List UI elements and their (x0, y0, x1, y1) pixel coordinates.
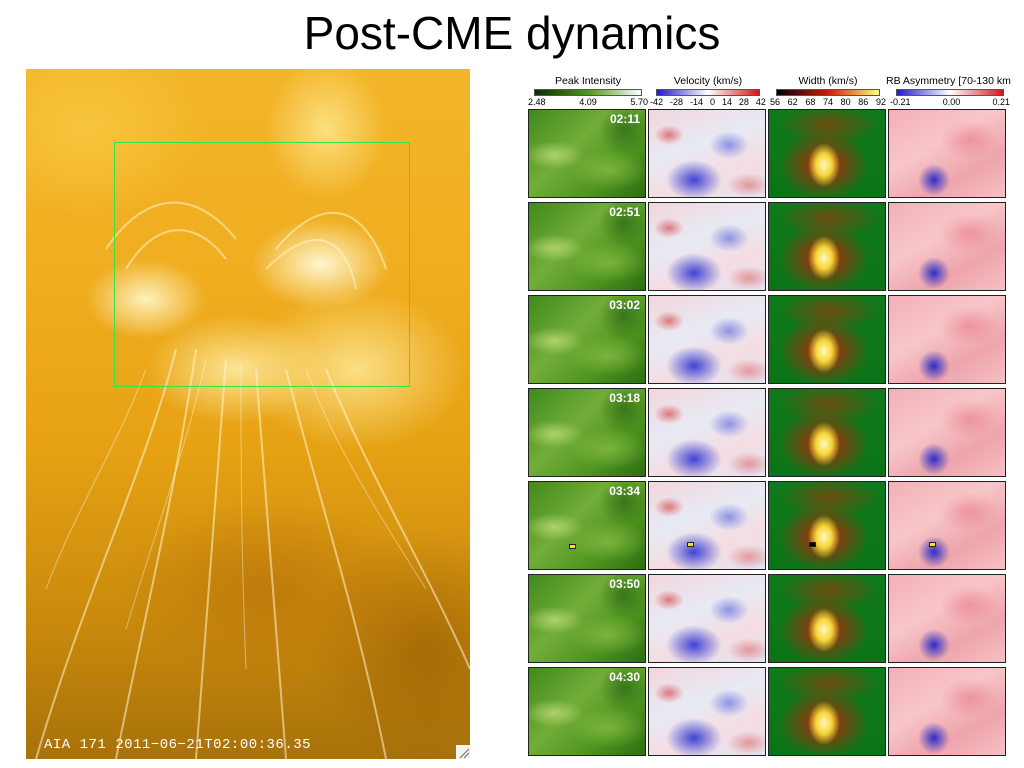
tick-label: 92 (875, 97, 886, 107)
tick-label: 14 (721, 97, 732, 107)
width-map (768, 667, 886, 756)
map-row: 04:30 (528, 667, 1024, 756)
tick-label: 0 (709, 97, 715, 107)
map-row: 03:02 (528, 295, 1024, 384)
map-row: 02:51 (528, 202, 1024, 291)
peak-intensity-map: 02:51 (528, 202, 646, 291)
location-marker (929, 542, 936, 547)
width-map (768, 388, 886, 477)
tick-label: 0.00 (942, 97, 961, 107)
velocity-map (648, 667, 766, 756)
width-map (768, 481, 886, 570)
rb-asymmetry-map (888, 574, 1006, 663)
tick-label: 74 (822, 97, 833, 107)
colorbar-width: Width (km/s) 56 62 68 74 80 86 92 (770, 72, 886, 110)
tick-label: 56 (770, 97, 781, 107)
rb-asymmetry-map (888, 481, 1006, 570)
velocity-map (648, 202, 766, 291)
tick-label: 5.70 (630, 97, 648, 107)
tick-label: -14 (689, 97, 703, 107)
width-map (768, 295, 886, 384)
width-map (768, 202, 886, 291)
colorbar-velocity: Velocity (km/s) -42 -28 -14 0 14 28 42 (650, 72, 766, 110)
rb-asymmetry-map (888, 202, 1006, 291)
velocity-map (648, 388, 766, 477)
peak-intensity-map: 03:50 (528, 574, 646, 663)
tick-label: 62 (787, 97, 798, 107)
tick-label: 0.21 (992, 97, 1010, 107)
map-row: 03:18 (528, 388, 1024, 477)
region-of-interest-box (114, 142, 410, 387)
colorbar-gradient (534, 89, 642, 96)
velocity-map (648, 481, 766, 570)
tick-label: 28 (738, 97, 749, 107)
aia-caption: AIA 171 2011−06−21T02:00:36.35 (44, 737, 312, 753)
colorbar-gradient (776, 89, 880, 96)
colorbar-title: Peak Intensity (555, 75, 621, 87)
peak-intensity-map: 04:30 (528, 667, 646, 756)
tick-label: -28 (669, 97, 683, 107)
location-marker (687, 542, 694, 547)
colorbar-title: RB Asymmetry [70-130 km (886, 75, 1011, 87)
peak-intensity-map: 02:11 (528, 109, 646, 198)
timestamp: 02:51 (609, 205, 640, 219)
colorbar-title: Width (km/s) (798, 75, 858, 87)
rb-asymmetry-map (888, 388, 1006, 477)
colorbar-ticks: -0.21 0.00 0.21 (890, 97, 1010, 107)
tick-label: -42 (650, 97, 664, 107)
coronal-loops-overlay (35, 201, 470, 759)
tick-label: 4.09 (579, 97, 597, 107)
colorbar-title: Velocity (km/s) (673, 75, 743, 87)
slide-title: Post-CME dynamics (303, 7, 721, 59)
timestamp: 03:18 (609, 391, 640, 405)
peak-intensity-map: 03:34 (528, 481, 646, 570)
width-map (768, 574, 886, 663)
colorbar-gradient (656, 89, 760, 96)
tick-label: 86 (858, 97, 869, 107)
tick-label: 2.48 (528, 97, 546, 107)
map-row: 03:50 (528, 574, 1024, 663)
timestamp: 03:02 (609, 298, 640, 312)
location-marker (569, 544, 576, 549)
width-map (768, 109, 886, 198)
aia-171-image: AIA 171 2011−06−21T02:00:36.35 (26, 69, 470, 759)
colorbar-peak-intensity: Peak Intensity 2.48 4.09 5.70 (528, 72, 648, 110)
tick-label: -0.21 (890, 97, 911, 107)
tick-label: 68 (805, 97, 816, 107)
timestamp: 03:34 (609, 484, 640, 498)
colorbar-gradient (896, 89, 1004, 96)
timestamp: 02:11 (609, 112, 640, 126)
peak-intensity-map: 03:02 (528, 295, 646, 384)
resize-grip-icon (456, 745, 470, 759)
tick-label: 42 (755, 97, 766, 107)
velocity-map (648, 109, 766, 198)
colorbar-ticks: 56 62 68 74 80 86 92 (770, 97, 886, 107)
colorbar-rb-asymmetry: RB Asymmetry [70-130 km -0.21 0.00 0.21 (886, 72, 1011, 110)
rb-asymmetry-map (888, 109, 1006, 198)
velocity-map (648, 295, 766, 384)
eis-maps-panel: Peak Intensity 2.48 4.09 5.70 Velocity (… (528, 72, 1024, 762)
tick-label: 80 (840, 97, 851, 107)
location-marker (809, 542, 816, 547)
rb-asymmetry-map (888, 667, 1006, 756)
peak-intensity-map: 03:18 (528, 388, 646, 477)
timestamp: 03:50 (609, 577, 640, 591)
colorbar-ticks: -42 -28 -14 0 14 28 42 (650, 97, 766, 107)
timestamp: 04:30 (609, 670, 640, 684)
velocity-map (648, 574, 766, 663)
colorbar-ticks: 2.48 4.09 5.70 (528, 97, 648, 107)
map-row: 03:34 (528, 481, 1024, 570)
rb-asymmetry-map (888, 295, 1006, 384)
map-row: 02:11 (528, 109, 1024, 198)
